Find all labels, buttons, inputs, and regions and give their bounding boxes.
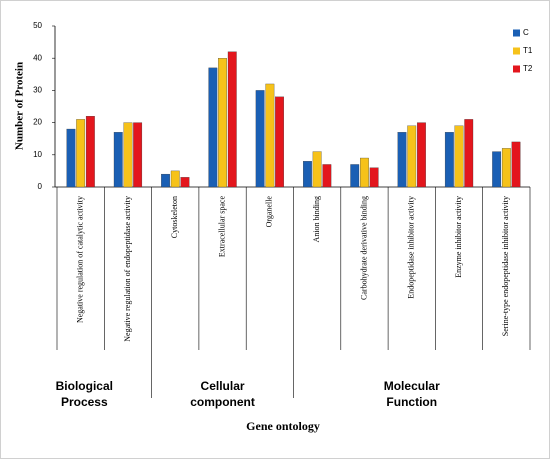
group-label: component xyxy=(190,395,255,409)
group-label: Cellular xyxy=(201,379,245,393)
legend-swatch xyxy=(513,65,520,73)
bar xyxy=(322,164,332,188)
y-tick-label: 10 xyxy=(33,150,42,159)
bar xyxy=(312,151,322,188)
x-tick-label: Organelle xyxy=(265,196,274,228)
legend-label: T1 xyxy=(523,46,533,55)
bar xyxy=(417,122,426,188)
legend-label: T2 xyxy=(523,64,533,73)
bar xyxy=(76,119,86,188)
bar xyxy=(360,157,369,188)
legend-label: C xyxy=(523,28,529,37)
x-tick-label: Serine-type endopeptidase inhibitor acti… xyxy=(501,196,510,336)
bar xyxy=(265,83,275,188)
group-label: Function xyxy=(386,395,437,409)
bar xyxy=(85,116,95,188)
x-tick-label: Cytoskeleton xyxy=(170,196,179,238)
y-axis-title: Number of Protein xyxy=(14,62,26,150)
group-label: Biological xyxy=(56,379,113,393)
y-tick-label: 40 xyxy=(33,53,42,62)
x-axis-title: Gene ontology xyxy=(246,419,320,433)
bar xyxy=(66,128,76,188)
bar xyxy=(407,125,417,188)
bar xyxy=(397,132,407,188)
y-tick-label: 0 xyxy=(38,182,43,191)
bar xyxy=(303,161,312,188)
bar xyxy=(454,125,464,188)
bar xyxy=(369,167,379,188)
bar xyxy=(350,164,360,188)
bar xyxy=(492,151,502,188)
bar xyxy=(218,58,227,188)
x-tick-label: Anion binding xyxy=(312,196,321,242)
bar xyxy=(208,67,218,188)
x-tick-label: Enzyme inhibitor activity xyxy=(454,196,463,278)
group-label: Molecular xyxy=(384,379,440,393)
bar xyxy=(170,170,180,188)
bar xyxy=(227,51,237,188)
bar xyxy=(161,173,170,188)
legend-swatch xyxy=(513,47,520,55)
x-tick-label: Negative regulation of catalytic activit… xyxy=(75,196,84,323)
x-tick-label: Endopeptidase inhibitor activity xyxy=(407,196,416,299)
bar xyxy=(501,148,511,188)
bar xyxy=(180,177,190,188)
y-tick-label: 50 xyxy=(33,21,42,30)
bar xyxy=(511,141,521,188)
x-tick-label: Negative regulation of endopeptidase act… xyxy=(123,196,132,342)
x-tick-label: Extracellular space xyxy=(217,196,226,258)
bar xyxy=(464,119,474,188)
bar xyxy=(444,132,454,188)
y-tick-label: 20 xyxy=(33,118,42,127)
legend-swatch xyxy=(513,29,520,37)
bar xyxy=(255,90,265,188)
bar xyxy=(113,132,123,188)
group-label: Process xyxy=(61,395,108,409)
y-tick-label: 30 xyxy=(33,86,42,95)
bar xyxy=(123,122,133,188)
bar xyxy=(275,96,284,188)
x-tick-label: Carbohydrate derivative binding xyxy=(359,196,368,300)
bar xyxy=(133,122,143,188)
